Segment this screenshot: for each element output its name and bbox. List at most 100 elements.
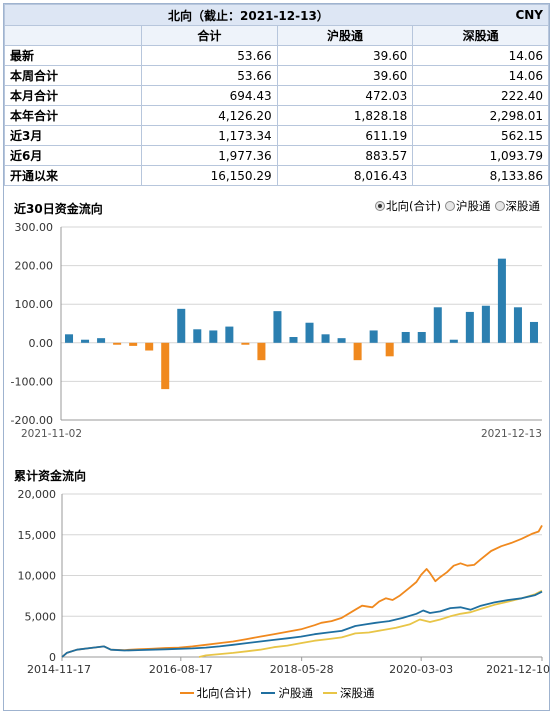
summary-title: 北向（截止：2021-12-13） xyxy=(3,4,413,26)
currency-label: CNY xyxy=(412,4,549,26)
series-line xyxy=(198,589,543,658)
table-row: 本周合计 53.66 39.60 14.06 xyxy=(4,65,549,86)
y-tick-label: 15,000 xyxy=(18,529,57,542)
flow30-chart: 300.00200.00100.000.00-100.00-200.002021… xyxy=(11,221,542,440)
cell-value: 1,977.36 xyxy=(141,145,278,166)
table-row: 本月合计 694.43 472.03 222.40 xyxy=(4,85,549,106)
bar xyxy=(417,331,426,343)
bar xyxy=(385,342,394,357)
flow30-options: 北向(合计) 沪股通 深股通 xyxy=(375,198,540,214)
series-line xyxy=(61,524,543,658)
cell-value: 2,298.01 xyxy=(412,105,549,126)
row-label: 本月合计 xyxy=(4,85,142,106)
cell-value: 8,133.86 xyxy=(412,165,549,186)
bar xyxy=(353,342,362,361)
bar xyxy=(529,321,538,343)
legend-item-shenzhen[interactable]: 深股通 xyxy=(322,685,375,701)
cell-value: 8,016.43 xyxy=(276,165,414,186)
bar xyxy=(257,342,266,361)
y-tick-label: 100.00 xyxy=(15,298,54,311)
cell-value: 694.43 xyxy=(141,85,278,106)
cell-value: 1,828.18 xyxy=(276,105,414,126)
cell-value: 53.66 xyxy=(141,45,278,66)
legend-label[interactable]: 沪股通 xyxy=(278,686,313,700)
y-tick-label: 10,000 xyxy=(18,570,57,583)
bar xyxy=(113,342,122,345)
bar xyxy=(145,342,154,351)
column-header: 合计 xyxy=(141,25,278,46)
option-northbound[interactable]: 北向(合计) xyxy=(375,198,441,214)
column-header: 沪股通 xyxy=(276,25,414,46)
cell-value: 611.19 xyxy=(276,125,414,146)
radio-icon[interactable] xyxy=(445,201,455,211)
summary-table: 北向（截止：2021-12-13） CNY 合计 沪股通 深股通 最新 53.66… xyxy=(3,4,549,186)
legend-item-northbound[interactable]: 北向(合计) xyxy=(179,685,252,701)
table-row: 最新 53.66 39.60 14.06 xyxy=(4,45,549,66)
option-label[interactable]: 北向(合计) xyxy=(386,199,441,213)
radio-selected-icon[interactable] xyxy=(375,201,386,211)
x-start-label: 2021-11-02 xyxy=(21,428,82,440)
cell-value: 222.40 xyxy=(412,85,549,106)
series-line xyxy=(61,590,543,658)
cell-value: 1,173.34 xyxy=(141,125,278,146)
bar xyxy=(449,339,458,343)
x-tick-label: 2018-05-28 xyxy=(270,663,334,676)
cell-value: 472.03 xyxy=(276,85,414,106)
column-header: 深股通 xyxy=(412,25,549,46)
cell-value: 4,126.20 xyxy=(141,105,278,126)
cumulative-title: 累计资金流向 xyxy=(14,469,87,483)
cell-value: 39.60 xyxy=(276,65,414,86)
cell-value: 39.60 xyxy=(276,45,414,66)
y-tick-label: 5,000 xyxy=(25,610,57,623)
x-tick-label: 2016-08-17 xyxy=(149,663,213,676)
bar xyxy=(401,331,410,343)
bar xyxy=(465,311,474,343)
bar xyxy=(497,258,506,343)
x-tick-label: 2021-12-10 xyxy=(486,663,550,676)
legend-item-shanghai[interactable]: 沪股通 xyxy=(261,685,313,701)
legend-swatch xyxy=(179,692,194,694)
bar xyxy=(481,305,490,343)
legend-swatch xyxy=(261,692,276,694)
cell-value: 14.06 xyxy=(412,65,549,86)
row-label: 最新 xyxy=(4,45,142,66)
option-shanghai[interactable]: 沪股通 xyxy=(445,198,491,214)
radio-icon[interactable] xyxy=(494,201,505,211)
cell-value: 562.15 xyxy=(412,125,549,146)
x-end-label: 2021-12-13 xyxy=(481,428,542,440)
y-tick-label: 200.00 xyxy=(15,260,54,273)
bar xyxy=(97,338,106,343)
x-tick-label: 2020-03-03 xyxy=(389,663,453,676)
bar xyxy=(289,337,298,343)
table-row: 本年合计 4,126.20 1,828.18 2,298.01 xyxy=(4,105,549,126)
bar xyxy=(225,326,234,343)
cell-value: 16,150.29 xyxy=(141,165,278,186)
bar xyxy=(369,330,378,343)
bar xyxy=(305,322,314,343)
option-label[interactable]: 深股通 xyxy=(505,199,541,213)
row-label: 近6月 xyxy=(4,145,142,166)
bar xyxy=(337,338,346,343)
cell-value: 53.66 xyxy=(141,65,278,86)
legend-label[interactable]: 深股通 xyxy=(339,686,375,700)
option-label[interactable]: 沪股通 xyxy=(456,199,491,213)
row-label: 本年合计 xyxy=(4,105,142,126)
x-tick-label: 2014-11-17 xyxy=(27,663,91,676)
table-row: 近3月 1,173.34 611.19 562.15 xyxy=(4,125,549,146)
option-shenzhen[interactable]: 深股通 xyxy=(494,198,541,214)
bar xyxy=(81,339,90,343)
legend-label[interactable]: 北向(合计) xyxy=(196,686,252,700)
cell-value: 1,093.79 xyxy=(412,145,549,166)
header-blank xyxy=(4,25,142,46)
y-tick-label: 300.00 xyxy=(15,221,54,234)
bar xyxy=(65,334,74,343)
bar xyxy=(241,342,250,345)
bar xyxy=(129,342,138,346)
flow30-title: 近30日资金流向 xyxy=(14,202,103,216)
y-tick-label: -200.00 xyxy=(11,414,53,427)
y-tick-label: 20,000 xyxy=(18,488,57,501)
row-label: 本周合计 xyxy=(4,65,142,86)
legend-swatch xyxy=(322,692,337,694)
row-label: 近3月 xyxy=(4,125,142,146)
